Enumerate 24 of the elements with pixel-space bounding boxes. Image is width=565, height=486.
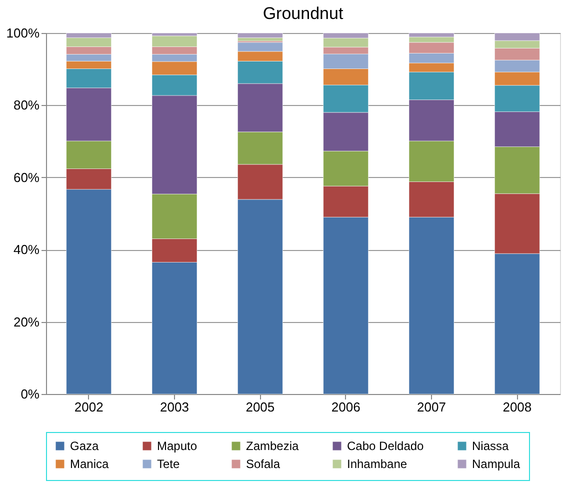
legend-label: Inhambane (347, 457, 408, 471)
chart-title: Groundnut (262, 4, 344, 23)
legend-label: Cabo Deldado (347, 439, 424, 453)
y-tick-label: 60% (13, 170, 40, 185)
legend-label: Sofala (246, 457, 280, 471)
legend-label: Maputo (157, 439, 198, 453)
bar (238, 32, 283, 38)
x-tick-label: 2007 (417, 400, 446, 414)
y-tick-label: 80% (13, 98, 40, 113)
legend-label: Nampula (472, 457, 520, 471)
y-tick-label: 0% (20, 386, 40, 402)
legend-label: Manica (70, 457, 110, 471)
x-tick-label: 2005 (246, 400, 275, 414)
y-tick-label: 20% (13, 314, 40, 330)
legend-label: Tete (157, 457, 180, 471)
y-tick-label: 100% (6, 26, 40, 40)
x-tick-label: 2003 (160, 400, 189, 414)
x-tick-label: 2008 (502, 400, 532, 414)
legend-label: Gaza (70, 439, 100, 453)
x-tick-label: 2006 (331, 400, 360, 414)
legend-label: Zambezia (246, 439, 300, 453)
x-tick-label: 2002 (74, 400, 104, 414)
legend-label: Niassa (472, 439, 510, 453)
y-tick-label: 40% (13, 242, 40, 258)
